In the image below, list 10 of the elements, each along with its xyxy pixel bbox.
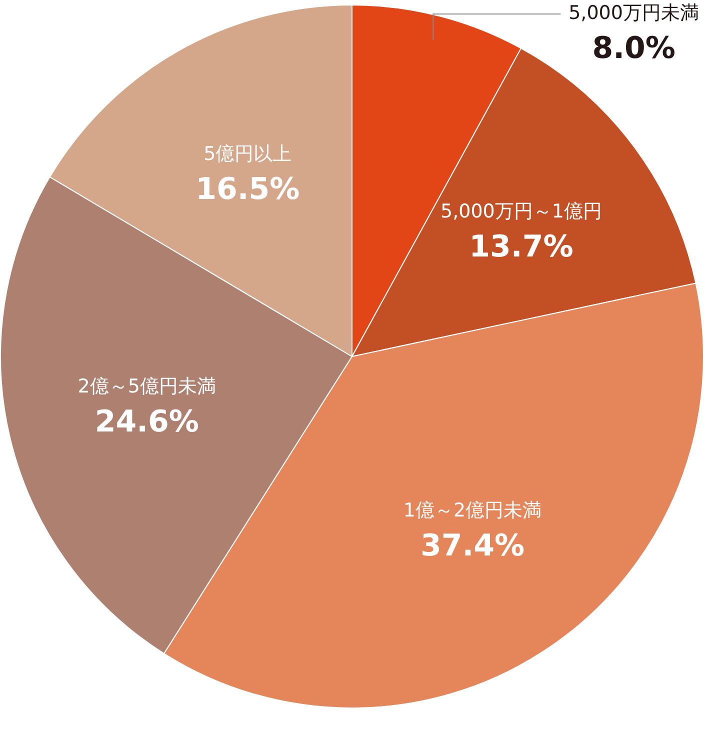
data-label: 13.7% xyxy=(469,229,574,264)
data-label: 24.6% xyxy=(94,404,199,440)
slice-label: 1億～2億円未満 xyxy=(403,500,542,522)
data-label: 37.4% xyxy=(420,528,525,564)
slice-label: 5,000万円未満 xyxy=(568,2,699,24)
data-label: 8.0% xyxy=(592,30,676,66)
slice-label: 5,000万円～1億円 xyxy=(440,200,602,223)
slice-label: 5億円以上 xyxy=(204,143,292,166)
data-label: 16.5% xyxy=(196,172,300,207)
slice-label: 2億～5億円未満 xyxy=(78,376,216,398)
